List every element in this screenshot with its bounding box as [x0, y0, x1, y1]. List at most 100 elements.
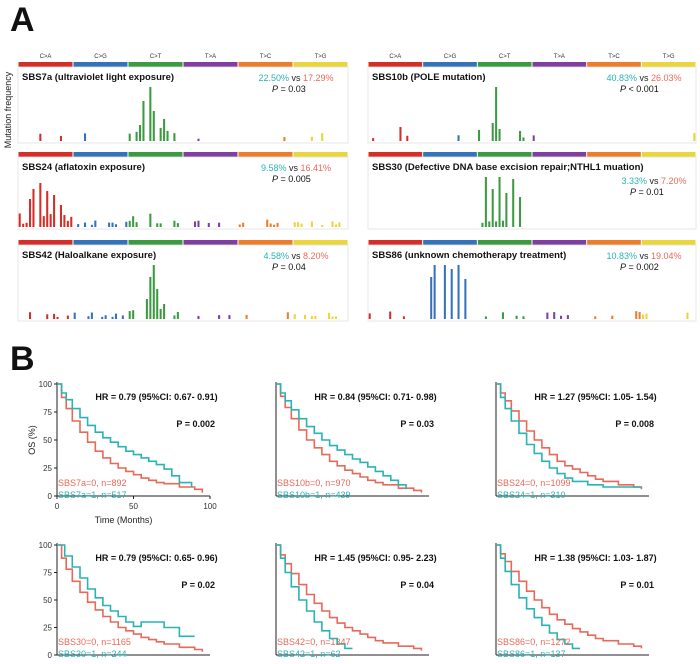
p-symbol: P: [272, 262, 278, 272]
signature-frame: [17, 244, 349, 322]
signature-name: SBS86 (unknown chemotherapy treatment): [372, 250, 566, 261]
survival-curve-group-0: [57, 544, 204, 652]
mutation-bar: [686, 312, 689, 319]
mutation-bar: [368, 313, 371, 319]
mutation-bar: [152, 265, 155, 319]
mutation-bar: [328, 312, 331, 319]
y-tick-label: 50: [43, 596, 52, 605]
survival-curve-group-1: [276, 544, 353, 650]
mutation-bar: [59, 205, 62, 227]
mutation-bar: [406, 135, 409, 141]
legend-entry: SBS86=0, n=1272: [497, 637, 571, 647]
mutation-bar: [128, 220, 131, 227]
p-text: = 0.04: [278, 262, 306, 272]
p-text: = 0.01: [636, 187, 664, 197]
percent-vs: vs: [289, 251, 303, 261]
mutation-context-strip: [532, 152, 587, 157]
y-tick-label: 75: [43, 569, 52, 578]
mutation-bar: [532, 135, 535, 141]
mutation-bar: [273, 224, 276, 227]
mutation-bar: [594, 316, 597, 319]
mutation-bar: [111, 316, 114, 319]
mutation-bar: [90, 312, 93, 319]
mutation-bar: [207, 222, 210, 227]
survival-plot: HR = 0.84 (95%CI: 0.71- 0.98) P = 0.03 SBS…: [275, 382, 437, 500]
mutation-bar: [498, 177, 501, 227]
y-tick-label: 100: [39, 380, 53, 389]
signature-panel: SBS86 (unknown chemotherapy treatment) 10…: [367, 240, 697, 322]
mutation-bar: [111, 222, 114, 227]
mutation-context-label: T>C: [260, 54, 272, 60]
mutation-bar: [149, 87, 152, 141]
mutation-bar: [693, 133, 696, 141]
mutation-bar: [553, 312, 556, 319]
mutation-context-strip: [73, 62, 128, 67]
mutation-context-strip: [368, 240, 423, 245]
mutation-bar: [29, 199, 32, 227]
mutation-bar: [566, 315, 569, 319]
mutation-context-strip: [128, 240, 183, 245]
mutation-context-label: T>G: [315, 54, 327, 60]
mutation-context-label: C>T: [150, 54, 162, 60]
signature-name: SBS7a (ultraviolet light exposure): [22, 72, 174, 83]
mutation-bar: [159, 223, 162, 227]
mutation-context-label: C>A: [389, 54, 401, 60]
mutation-bar: [194, 221, 197, 227]
mutation-bar: [149, 213, 152, 227]
signature-panel: C>A C>G C>T T>A T>C T>G SBS7a (ultraviolet lig…: [17, 54, 349, 144]
mutation-bar: [495, 221, 498, 227]
y-tick-label: 50: [43, 436, 52, 445]
mutation-context-strip: [532, 62, 587, 67]
panel-b-label: B: [10, 340, 35, 378]
mutation-bar: [125, 221, 128, 227]
mutation-bar: [611, 315, 614, 319]
signature-percentages: 3.33% vs 7.20%: [621, 176, 686, 186]
y-tick-label: 25: [43, 624, 52, 633]
p-text: = 0.002: [626, 262, 659, 272]
panel-b-survival-curves: 0 25 50 75 100 0 50 100 Time (Months) OS (%) HR = …: [27, 380, 657, 660]
survival-plot: 0 25 50 75 100 0 50 100 Time (Months) OS (%) HR = …: [27, 380, 218, 525]
mutation-context-strip: [238, 152, 293, 157]
survival-p-value: P = 0.008: [615, 419, 654, 429]
mutation-frequency-axis-label: Mutation frequency: [3, 71, 13, 148]
mutation-bar: [457, 265, 460, 319]
percent-vs: vs: [289, 73, 303, 83]
mutation-bar: [304, 314, 307, 319]
legend-entry: SBS7a=1, n=517: [58, 490, 127, 500]
percent-group-2: 7.20%: [661, 176, 687, 186]
mutation-bar: [173, 315, 176, 319]
percent-group-1: 40.83%: [606, 73, 637, 83]
mutation-bar: [39, 183, 42, 227]
percent-vs: vs: [286, 163, 300, 173]
mutation-context-strip: [368, 152, 423, 157]
percent-vs: vs: [647, 176, 661, 186]
mutation-bar: [132, 310, 135, 319]
mutation-context-strip: [18, 152, 73, 157]
mutation-context-strip: [293, 240, 348, 245]
mutation-bar: [176, 311, 179, 319]
signature-p-value: P = 0.01: [630, 187, 664, 197]
mutation-bar: [293, 222, 296, 227]
mutation-bar: [70, 216, 73, 227]
mutation-bar: [197, 315, 200, 319]
mutation-bar: [197, 138, 200, 141]
mutation-bar: [546, 312, 549, 319]
mutation-bar: [481, 222, 484, 227]
signature-p-value: P = 0.04: [272, 262, 306, 272]
survival-plot: HR = 1.45 (95%CI: 0.95- 2.23) P = 0.04 SBS…: [275, 543, 437, 659]
signature-frame: [17, 66, 349, 144]
mutation-bar: [321, 224, 324, 227]
mutation-bar: [121, 315, 124, 319]
mutation-bar: [101, 316, 104, 319]
legend-entry: SBS42=1, n=62: [277, 649, 341, 659]
mutation-context-strip: [587, 62, 641, 67]
mutation-bar: [149, 277, 152, 319]
mutation-bar: [66, 315, 69, 319]
survival-curve-group-0: [57, 383, 204, 493]
survival-p-value: P = 0.002: [176, 419, 215, 429]
mutation-bar: [156, 223, 159, 227]
mutation-context-strip: [641, 62, 696, 67]
mutation-context-strip: [128, 62, 183, 67]
mutation-bar: [501, 220, 504, 227]
x-axis-title: Time (Months): [95, 515, 153, 525]
